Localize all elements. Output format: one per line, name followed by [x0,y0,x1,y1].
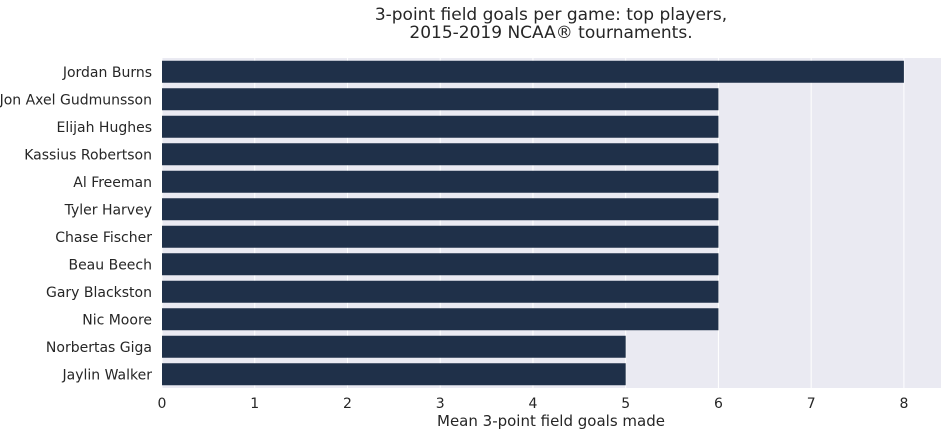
x-axis-title: Mean 3-point field goals made [437,412,665,430]
bar-5 [162,198,719,221]
category-label-1: Jon Axel Gudmunsson [0,92,152,108]
x-tick-label-7: 7 [807,396,816,412]
category-label-2: Elijah Hughes [57,120,152,136]
x-tick-label-8: 8 [899,396,908,412]
x-tick-label-3: 3 [436,396,445,412]
bar-4 [162,170,719,193]
x-tick-label-6: 6 [714,396,723,412]
category-label-9: Nic Moore [82,312,152,328]
x-tick-label-1: 1 [250,396,259,412]
bars [162,60,904,386]
bar-10 [162,335,626,358]
x-tick-label-0: 0 [158,396,167,412]
x-tick-label-2: 2 [343,396,352,412]
x-tick-label-5: 5 [621,396,630,412]
bar-11 [162,363,626,386]
bar-0 [162,60,904,83]
x-tick-label-4: 4 [528,396,537,412]
bar-2 [162,115,719,138]
x-tick-labels: 0 1 2 3 4 5 6 7 8 [158,396,909,412]
category-label-11: Jaylin Walker [62,367,153,383]
category-label-0: Jordan Burns [62,65,152,81]
bar-6 [162,225,719,248]
grid-lines [161,58,905,388]
bar-9 [162,308,719,331]
chart-title-line-2: 2015-2019 NCAA® tournaments. [409,23,692,43]
bar-3 [162,143,719,166]
bar-1 [162,88,719,111]
category-labels: Jordan Burns Jon Axel Gudmunsson Elijah Hu… [0,65,152,384]
bar-7 [162,253,719,276]
category-label-7: Beau Beech [68,257,152,273]
category-label-3: Kassius Robertson [24,147,152,163]
category-label-8: Gary Blackston [46,285,152,301]
category-label-10: Norbertas Giga [46,340,152,356]
category-label-6: Chase Fischer [55,230,152,246]
category-label-4: Al Freeman [73,175,152,191]
category-label-5: Tyler Harvey [64,202,152,218]
bar-8 [162,280,719,303]
chart-title-line-1: 3-point field goals per game: top player… [375,5,727,25]
